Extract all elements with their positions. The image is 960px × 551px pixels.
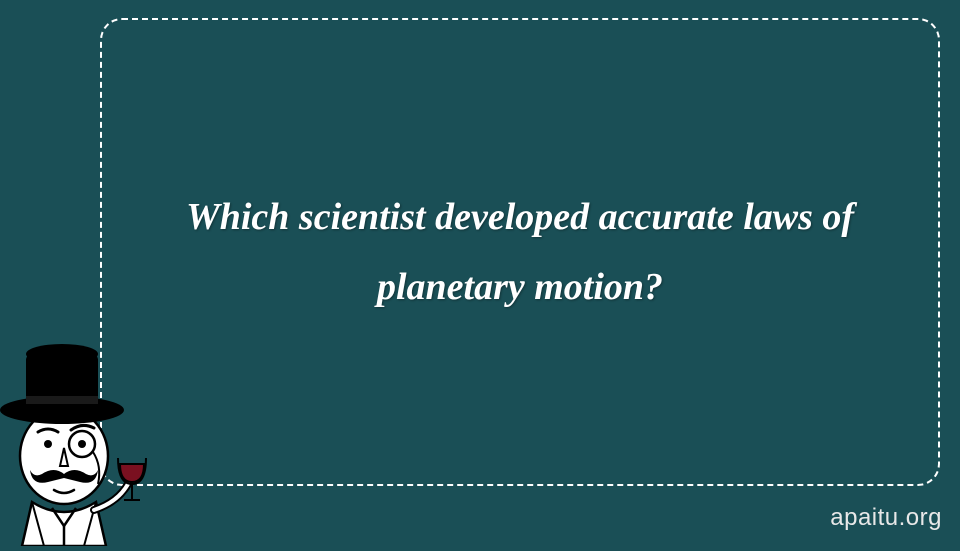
question-card: Which scientist developed accurate laws … — [100, 18, 940, 486]
question-text: Which scientist developed accurate laws … — [162, 182, 878, 323]
gentleman-mascot-icon — [0, 326, 164, 546]
watermark: apaitu.org — [830, 504, 942, 532]
